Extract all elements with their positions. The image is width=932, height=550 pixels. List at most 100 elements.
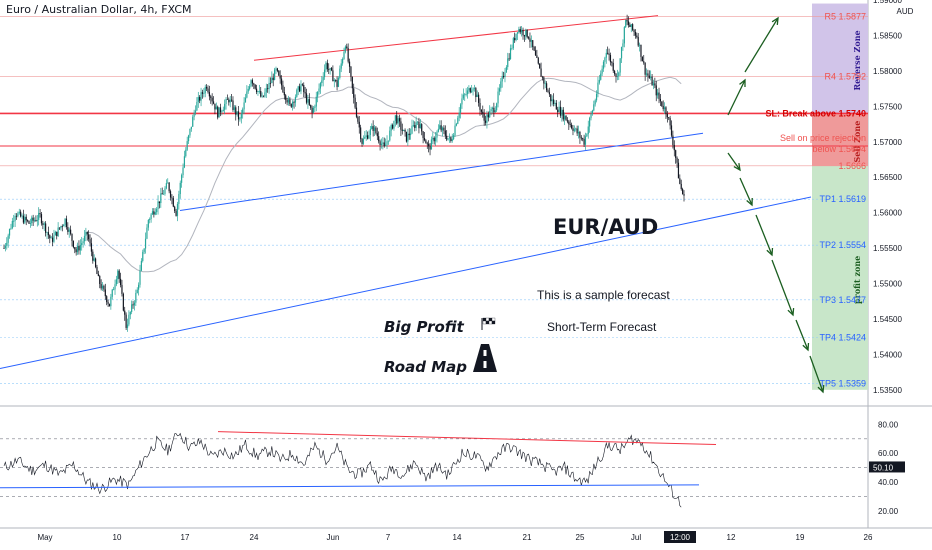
candle-body	[428, 143, 430, 147]
candle-body	[376, 133, 378, 137]
candle-body	[350, 66, 352, 77]
forecast-arrow-3	[739, 177, 753, 206]
candle-body	[38, 213, 40, 220]
candle-body	[75, 249, 77, 253]
candle-body	[157, 201, 159, 210]
candle-body	[42, 223, 44, 225]
candle-body	[591, 110, 594, 114]
candle-body	[93, 258, 95, 261]
candle-body	[129, 312, 131, 315]
profit-zone-label: profit zone	[852, 256, 862, 304]
channel-resistance-trendline	[253, 15, 659, 61]
candle-body	[219, 107, 222, 113]
forecast-arrowhead-6	[802, 342, 810, 352]
candle-body	[497, 91, 499, 104]
candle-body	[669, 118, 671, 126]
flag-cell	[485, 317, 490, 322]
candle-body	[156, 209, 158, 213]
candle-body	[484, 120, 487, 123]
candle-body	[601, 68, 603, 74]
candle-body	[677, 162, 680, 179]
candle-body	[329, 68, 331, 70]
candle-body	[547, 90, 549, 93]
candle-body	[466, 90, 469, 95]
candle-body	[110, 296, 112, 307]
price-tick-0: 1.59000	[873, 0, 902, 5]
candle-body	[562, 109, 564, 120]
time-tick-3: 24	[250, 533, 259, 542]
candle-body	[43, 223, 45, 225]
candle-body	[117, 270, 119, 280]
time-tick-13: 26	[864, 533, 873, 542]
candle-body	[627, 21, 630, 25]
candle-body	[165, 183, 167, 189]
candle-body	[325, 62, 327, 70]
candle-body	[422, 131, 424, 139]
candle-body	[355, 107, 358, 117]
candle-body	[32, 217, 34, 221]
candle-body	[330, 68, 333, 71]
candle-body	[619, 58, 621, 73]
candle-body	[25, 216, 27, 221]
candle-body	[501, 76, 503, 82]
time-tick-11: 12	[727, 533, 736, 542]
candle-body	[54, 231, 56, 236]
candle-body	[566, 120, 569, 122]
candle-body	[683, 194, 685, 196]
candle-body	[393, 120, 395, 129]
candle-body	[206, 86, 208, 89]
candle-body	[175, 210, 177, 216]
candle-body	[271, 77, 273, 84]
candle-body	[140, 260, 142, 271]
candle-body	[530, 40, 532, 42]
candle-body	[461, 98, 463, 105]
candle-body	[527, 37, 530, 39]
candle-body	[602, 61, 605, 69]
candle-body	[300, 84, 302, 92]
candle-body	[224, 104, 226, 110]
candle-body	[404, 129, 406, 132]
candle-body	[537, 58, 539, 64]
candle-body	[169, 191, 172, 198]
candle-body	[79, 244, 81, 251]
candle-body	[298, 86, 301, 92]
candle-body	[611, 62, 613, 63]
candle-body	[199, 97, 201, 101]
candle-body	[659, 98, 662, 102]
candle-body	[514, 38, 516, 41]
candle-body	[283, 92, 285, 96]
candle-body	[366, 135, 369, 139]
candle-body	[11, 220, 13, 229]
candle-body	[90, 243, 93, 252]
candle-body	[24, 216, 26, 223]
candle-body	[3, 248, 5, 249]
candle-body	[131, 304, 133, 313]
candle-body	[197, 97, 199, 102]
big-profit-label: Big Profit	[384, 318, 464, 336]
candle-body	[189, 128, 191, 136]
candle-body	[178, 194, 180, 204]
candle-body	[107, 302, 109, 304]
candle-body	[204, 86, 206, 94]
candle-body	[673, 144, 675, 151]
candle-body	[111, 289, 113, 297]
candle-body	[412, 125, 414, 126]
candle-body	[630, 24, 632, 27]
candle-body	[139, 270, 141, 285]
candle-body	[379, 141, 381, 145]
candle-body	[322, 77, 324, 81]
candle-body	[579, 131, 581, 138]
candle-body	[185, 149, 187, 157]
candle-body	[629, 24, 631, 27]
candle-body	[26, 220, 29, 222]
candle-body	[403, 129, 405, 131]
candle-body	[332, 70, 334, 82]
candle-body	[584, 136, 587, 145]
candle-body	[200, 92, 202, 101]
candle-body	[618, 72, 620, 77]
level-label-2: SL: Break above 1.5740	[765, 108, 866, 118]
candle-body	[386, 141, 388, 145]
candle-body	[119, 278, 122, 285]
price-tick-5: 1.56500	[873, 173, 902, 182]
candle-body	[81, 243, 83, 245]
